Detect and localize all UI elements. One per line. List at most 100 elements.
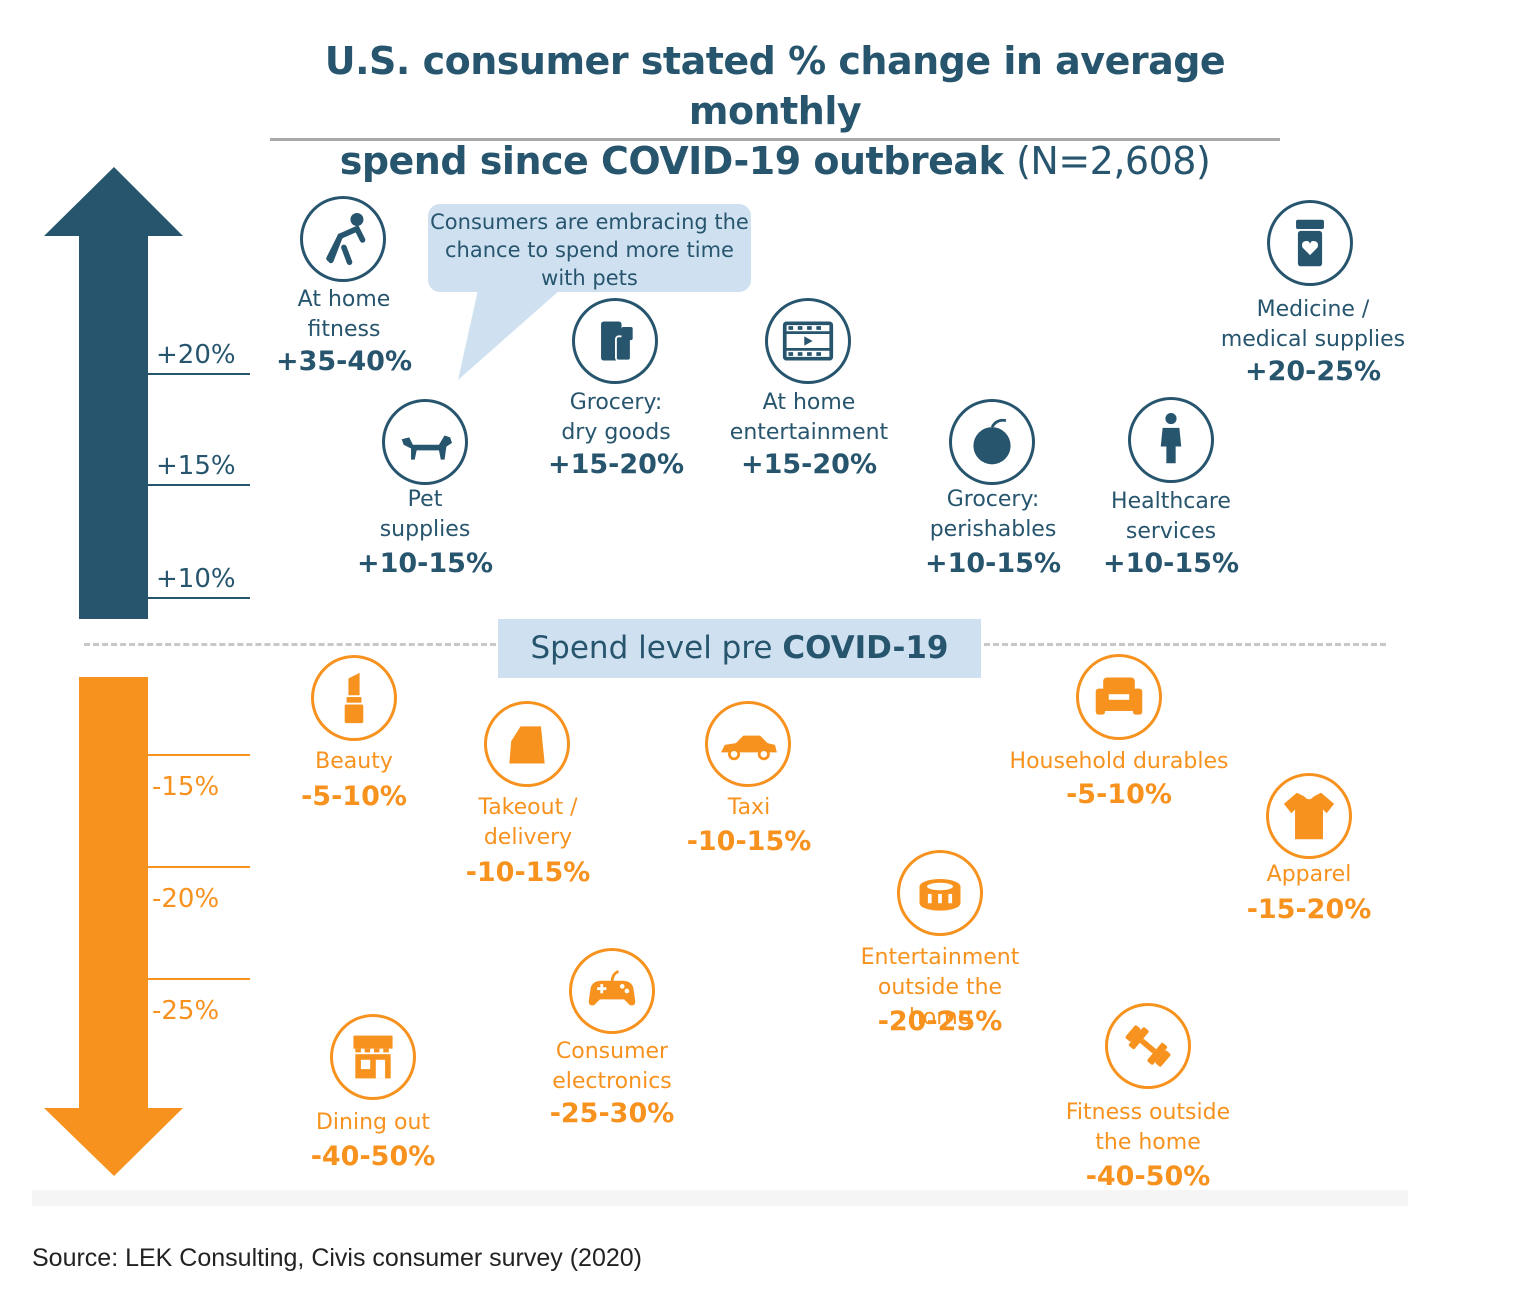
tick-label-decrease: -25% bbox=[152, 996, 220, 1026]
dumbbell-icon bbox=[1105, 1003, 1191, 1089]
category-label-line: Entertainment bbox=[860, 945, 1020, 970]
tick-label-decrease: -20% bbox=[152, 884, 220, 914]
category-label: Beauty bbox=[234, 747, 474, 777]
tick-line-increase bbox=[148, 484, 250, 486]
category-label-line: Healthcare bbox=[1111, 489, 1231, 514]
category-value: -40-50% bbox=[1085, 1161, 1211, 1192]
category-label: Consumer electronics bbox=[492, 1037, 732, 1097]
category-label: Household durables bbox=[999, 747, 1239, 777]
category-label-line: supplies bbox=[379, 517, 471, 542]
category-label-line: perishables bbox=[929, 517, 1057, 542]
baseline-dash-right bbox=[984, 643, 1386, 646]
category-label: Takeout / delivery bbox=[408, 793, 648, 853]
category-value: -5-10% bbox=[301, 781, 407, 812]
medicine-bottle-icon bbox=[1267, 200, 1353, 286]
category-label-line: Grocery: bbox=[946, 487, 1040, 512]
film-strip-icon bbox=[765, 298, 851, 384]
category-label: At home fitness bbox=[224, 285, 464, 345]
sample-size: (N=2,608) bbox=[1016, 139, 1211, 183]
category-label: Healthcare services bbox=[1051, 487, 1291, 547]
tick-line-decrease bbox=[148, 978, 250, 980]
category-label: Grocery: dry goods bbox=[496, 388, 736, 448]
chart-title-line2: spend since COVID-19 outbreak (N=2,608) bbox=[270, 136, 1280, 186]
doctor-icon bbox=[1128, 397, 1214, 483]
category-label-line: Apparel bbox=[1266, 862, 1352, 887]
category-label-line: medical supplies bbox=[1220, 327, 1406, 352]
source-note: Source: LEK Consulting, Civis consumer s… bbox=[32, 1244, 642, 1272]
chart-title-line1: U.S. consumer stated % change in average… bbox=[324, 39, 1226, 133]
category-label-line: Takeout / bbox=[478, 795, 578, 820]
category-value: -10-15% bbox=[465, 857, 591, 888]
increase-arrow bbox=[44, 167, 183, 619]
category-value: -20-25% bbox=[877, 1006, 1003, 1037]
tick-label-increase: +20% bbox=[156, 340, 236, 370]
category-label-line: the home bbox=[1095, 1130, 1201, 1155]
tick-label-increase: +15% bbox=[156, 451, 236, 481]
stretching-person-icon bbox=[300, 196, 386, 282]
category-label-line: delivery bbox=[483, 825, 573, 850]
armchair-icon bbox=[1076, 654, 1162, 740]
category-label: Dining out bbox=[253, 1108, 493, 1138]
category-label-line: home bbox=[908, 1005, 972, 1030]
category-label-line: Medicine / bbox=[1256, 297, 1370, 322]
category-label-line: Beauty bbox=[315, 749, 393, 774]
tick-line-decrease bbox=[148, 754, 250, 756]
decrease-arrow bbox=[44, 677, 183, 1176]
shirt-icon bbox=[1266, 773, 1352, 859]
baseline-label: Spend level pre COVID-19 bbox=[498, 619, 981, 678]
category-value: +10-15% bbox=[356, 548, 494, 579]
category-value: +35-40% bbox=[275, 346, 413, 377]
category-label-line: fitness bbox=[307, 317, 381, 342]
baseline-label-bold: COVID-19 bbox=[782, 630, 949, 666]
category-label-line: Dining out bbox=[315, 1110, 431, 1135]
pet-callout: Consumers are embracing the chance to sp… bbox=[428, 204, 751, 292]
tick-line-decrease bbox=[148, 866, 250, 868]
category-label-line: services bbox=[1125, 519, 1217, 544]
lipstick-icon bbox=[311, 655, 397, 741]
category-label-line: outside the bbox=[877, 975, 1003, 1000]
category-label-line: Grocery: bbox=[569, 390, 663, 415]
category-value: -40-50% bbox=[310, 1141, 436, 1172]
category-label-line: Pet bbox=[407, 487, 443, 512]
tick-line-increase bbox=[148, 373, 250, 375]
paper-bag-icon bbox=[484, 701, 570, 787]
fruit-icon bbox=[949, 399, 1035, 485]
canned-goods-icon bbox=[572, 298, 658, 384]
category-label: Pet supplies bbox=[305, 485, 545, 545]
category-value: -10-15% bbox=[686, 826, 812, 857]
category-value: +10-15% bbox=[924, 548, 1062, 579]
category-label: Apparel bbox=[1189, 860, 1429, 890]
dog-icon bbox=[382, 399, 468, 485]
car-icon bbox=[705, 701, 791, 787]
category-value: +20-25% bbox=[1244, 356, 1382, 387]
category-label: Entertainment outside the home bbox=[820, 943, 1060, 1033]
category-label: Medicine / medical supplies bbox=[1193, 295, 1433, 355]
chart-title-line2-text: spend since COVID-19 outbreak bbox=[339, 139, 1004, 183]
category-label-line: At home bbox=[762, 390, 856, 415]
category-value: +15-20% bbox=[547, 449, 685, 480]
tick-label-decrease: -15% bbox=[152, 772, 220, 802]
category-label-line: Fitness outside bbox=[1065, 1100, 1231, 1125]
stadium-icon bbox=[897, 850, 983, 936]
direction-arrows bbox=[44, 167, 183, 1176]
category-value: +15-20% bbox=[740, 449, 878, 480]
category-value: -5-10% bbox=[1066, 779, 1172, 810]
tick-line-increase bbox=[148, 597, 250, 599]
category-label-line: Household durables bbox=[1009, 749, 1229, 774]
chart-title: U.S. consumer stated % change in average… bbox=[270, 36, 1280, 186]
baseline-label-text: Spend level pre bbox=[530, 630, 783, 666]
category-value: -25-30% bbox=[549, 1098, 675, 1129]
callout-tail bbox=[458, 290, 560, 380]
category-label-line: dry goods bbox=[561, 420, 671, 445]
title-divider bbox=[270, 138, 1280, 141]
game-controller-icon bbox=[569, 948, 655, 1034]
category-value: +10-15% bbox=[1102, 548, 1240, 579]
category-label: At home entertainment bbox=[689, 388, 929, 448]
tick-label-increase: +10% bbox=[156, 564, 236, 594]
bottom-band bbox=[32, 1190, 1408, 1206]
category-label: Taxi bbox=[629, 793, 869, 823]
category-value: -15-20% bbox=[1246, 894, 1372, 925]
category-label-line: Consumer bbox=[555, 1039, 669, 1064]
category-label-line: entertainment bbox=[729, 420, 889, 445]
baseline-dash-left bbox=[84, 643, 496, 646]
